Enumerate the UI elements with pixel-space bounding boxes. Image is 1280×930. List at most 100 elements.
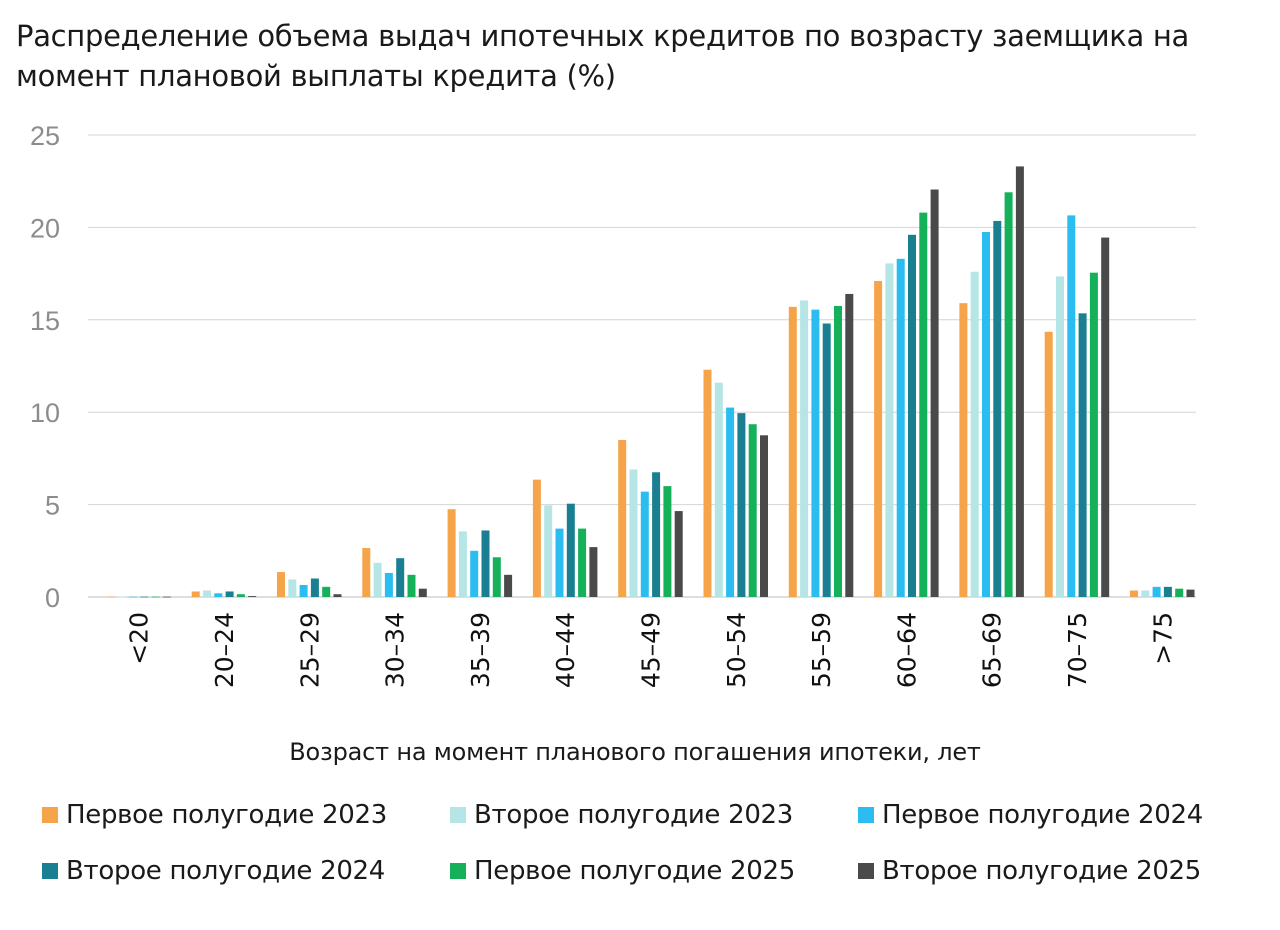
bar	[117, 596, 126, 598]
bar	[277, 572, 285, 597]
x-tick-label: 65–69	[978, 612, 1007, 688]
bar	[970, 271, 979, 597]
bar	[919, 212, 928, 597]
x-tick-label: 20–24	[210, 612, 239, 688]
bar	[618, 439, 627, 597]
bar	[726, 407, 735, 597]
bar	[362, 548, 371, 597]
bar	[532, 479, 541, 597]
x-tick-label: 30–34	[381, 612, 410, 688]
bar	[1078, 313, 1087, 597]
bar	[373, 562, 382, 597]
bar	[191, 591, 200, 597]
bar	[1175, 588, 1184, 597]
bar	[885, 263, 894, 597]
y-tick-label: 15	[30, 306, 60, 336]
bar	[129, 596, 137, 598]
bar	[140, 596, 149, 598]
bar	[788, 306, 797, 597]
bar	[1044, 331, 1053, 597]
x-tick-label: 45–49	[636, 612, 665, 688]
bar	[203, 590, 211, 597]
bar	[492, 557, 501, 597]
bar	[663, 486, 672, 597]
bar	[1015, 166, 1024, 598]
bar	[589, 547, 598, 597]
bar	[481, 530, 490, 597]
bar	[106, 596, 115, 598]
bar	[1004, 192, 1013, 598]
bar	[822, 323, 831, 597]
bar	[288, 579, 297, 597]
bar	[640, 491, 649, 597]
bar	[1130, 590, 1138, 597]
bar	[737, 413, 746, 597]
bar	[418, 588, 427, 597]
bar	[896, 258, 905, 597]
bar	[236, 594, 245, 597]
x-tick-label: 60–64	[892, 612, 921, 688]
x-tick-label: 55–59	[807, 612, 836, 688]
bar	[396, 558, 405, 597]
bars	[106, 166, 1195, 598]
bar	[845, 293, 854, 597]
bar	[629, 469, 638, 597]
bar	[1056, 276, 1064, 597]
bar	[1067, 215, 1076, 597]
bar	[1089, 272, 1098, 597]
bar	[384, 572, 393, 597]
bar	[225, 591, 234, 597]
bar	[760, 435, 768, 597]
bar	[652, 472, 661, 597]
bar	[959, 303, 968, 597]
y-tick-label: 0	[45, 583, 60, 613]
bar	[447, 509, 456, 597]
bar	[811, 309, 820, 597]
bar	[504, 574, 513, 597]
bar	[834, 305, 842, 597]
bar	[162, 596, 171, 598]
x-axis-label: Возраст на момент планового погашения ип…	[289, 738, 981, 766]
x-tick-label: 50–54	[722, 612, 751, 688]
bar	[714, 382, 723, 597]
x-tick-label: 70–75	[1063, 612, 1092, 688]
bar	[470, 550, 479, 597]
bar	[1186, 589, 1195, 597]
bar	[407, 574, 416, 597]
bar	[993, 220, 1002, 597]
x-tick-label: 25–29	[295, 612, 324, 688]
y-tick-label: 10	[30, 398, 60, 428]
bar	[908, 234, 916, 598]
bar	[555, 528, 564, 597]
bar	[1152, 586, 1161, 597]
y-axis-ticks: 0 5 10 15 20 25	[30, 121, 60, 613]
bar	[578, 528, 587, 597]
y-tick-label: 20	[30, 213, 60, 243]
bar	[299, 584, 308, 597]
bar	[544, 505, 553, 597]
bar	[748, 424, 757, 597]
bar	[874, 280, 883, 597]
bar	[458, 531, 467, 597]
x-tick-label: 35–39	[466, 612, 495, 688]
bar	[214, 593, 223, 597]
x-tick-label: <20	[125, 612, 154, 665]
bar	[333, 594, 342, 597]
bar	[703, 369, 712, 597]
y-tick-label: 25	[30, 121, 60, 151]
x-tick-label: 40–44	[551, 612, 580, 688]
bar	[248, 596, 257, 597]
bar	[1101, 237, 1110, 597]
bar	[151, 596, 160, 598]
y-tick-label: 5	[45, 491, 60, 521]
x-axis-ticks: <20 20–24 25–29 30–34 35–39 40–44 45–49 50–54 55…	[125, 612, 1178, 688]
bar	[310, 578, 319, 597]
chart-title: Распределение объема выдач ипотечных кре…	[16, 19, 1189, 93]
x-tick-label: >75	[1148, 612, 1177, 665]
bar	[322, 586, 331, 597]
bar	[1141, 590, 1150, 597]
bar	[982, 232, 990, 597]
bar	[1163, 586, 1172, 597]
bar	[566, 503, 575, 597]
